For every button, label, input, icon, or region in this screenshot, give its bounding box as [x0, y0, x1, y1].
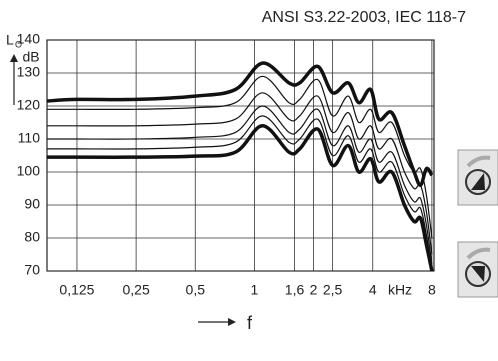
curve [47, 75, 433, 239]
x-tick-label: 4 [369, 282, 377, 298]
y-tick-label: 100 [17, 163, 41, 179]
x-unit: kHz [388, 282, 412, 298]
y-label-sub: O [15, 39, 22, 49]
x-tick-label: 2,5 [323, 282, 343, 298]
curve [47, 124, 434, 271]
curve [47, 115, 433, 271]
x-tick-label: 0,25 [122, 282, 149, 298]
x-label: f [247, 313, 253, 333]
y-tick-label: 110 [18, 130, 41, 146]
y-arrow-head [10, 54, 18, 62]
y-label: L [6, 32, 14, 48]
curve [47, 105, 433, 265]
y-tick-label: 90 [24, 196, 40, 212]
x-tick-label: 1,6 [285, 282, 305, 298]
x-tick-label: 0,5 [186, 282, 206, 298]
y-unit: dB [22, 49, 39, 65]
y-tick-label: 130 [17, 64, 41, 80]
x-tick-label: 2 [310, 282, 318, 298]
x-tick-label: 0,125 [59, 282, 94, 298]
x-tick-label: 1 [251, 282, 259, 298]
y-tick-label: 80 [24, 229, 40, 245]
y-tick-label: 140 [17, 31, 41, 47]
y-tick-label: 120 [17, 97, 41, 113]
curve [47, 61, 434, 187]
chart-title: ANSI S3.22-2003, IEC 118-7 [262, 9, 466, 26]
curve [47, 92, 433, 255]
x-arrow-head [228, 318, 236, 326]
y-tick-label: 70 [24, 262, 40, 278]
x-tick-label: 8 [428, 282, 436, 298]
knob [457, 241, 498, 298]
knob [457, 149, 498, 206]
